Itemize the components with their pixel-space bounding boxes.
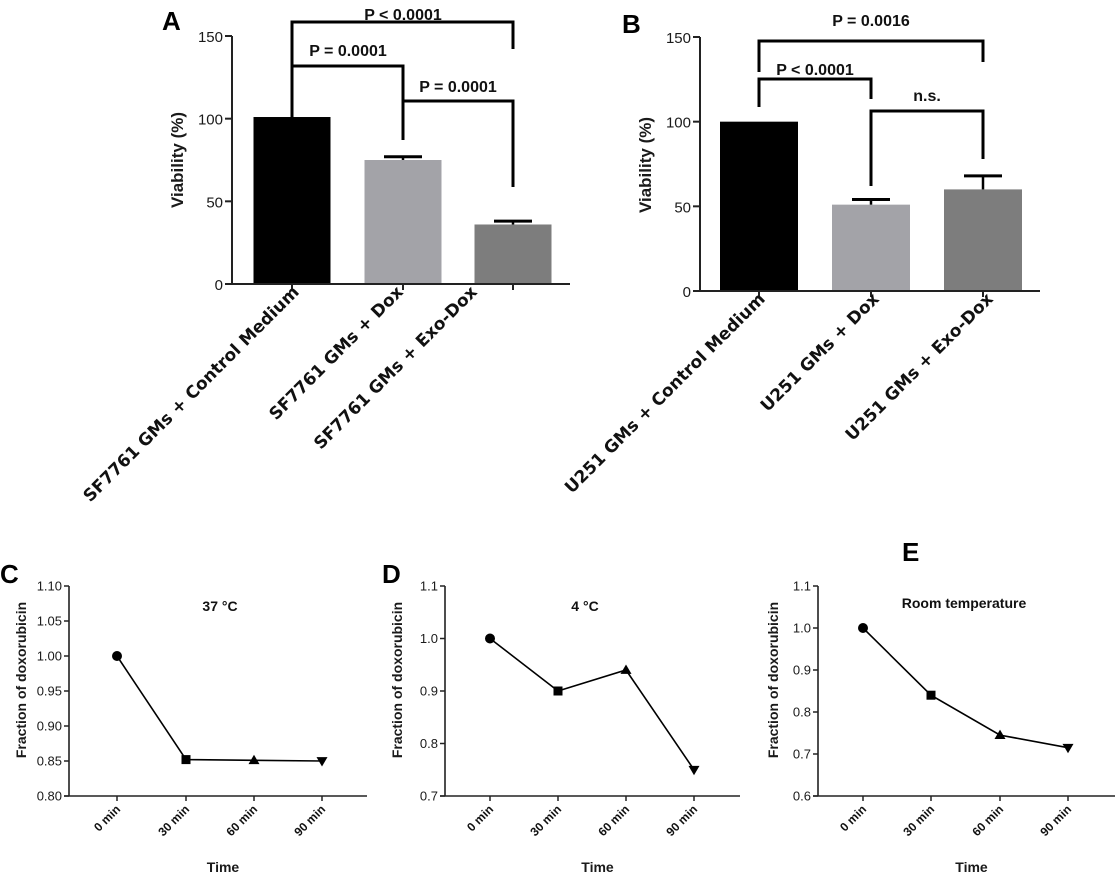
marker-triangle-up (994, 729, 1006, 739)
x-category-label: U251 GMs + Dox (757, 289, 884, 416)
plot-title: 4 °C (571, 598, 598, 614)
y-tick-label: 0.9 (793, 663, 811, 678)
significance-label: n.s. (913, 88, 941, 105)
significance-label: P = 0.0001 (309, 43, 387, 60)
y-axis-title: Viability (%) (636, 117, 655, 213)
y-tick-label: 0.9 (420, 684, 438, 699)
significance-bracket (757, 39, 985, 72)
marker-square (926, 690, 936, 700)
y-tick-label: 1.05 (37, 614, 62, 629)
marker-triangle-up (620, 664, 632, 674)
y-tick-label: 100 (198, 112, 223, 129)
y-tick-label: 1.1 (793, 579, 811, 594)
marker-triangle-down (316, 757, 328, 767)
x-category-label: U251 GMs + Control Medium (561, 289, 769, 497)
y-tick-label: 0.85 (37, 754, 62, 769)
y-tick-label: 0.8 (793, 705, 811, 720)
marker-circle (858, 623, 868, 633)
bar-3 (474, 224, 552, 284)
y-tick-label: 100 (666, 115, 691, 132)
panel-d-line-chart: 0.7 0.8 0.9 1.0 1.1 0 min 30 min 60 min 90 min 4 … (389, 579, 740, 875)
panel-e-line-chart: 0.6 0.7 0.8 0.9 1.0 1.1 0 min 30 min 60 min 90 mi… (765, 579, 1115, 875)
x-tick-label: 90 min (663, 802, 700, 839)
bar-3 (944, 189, 1022, 291)
marker-square (553, 686, 563, 696)
y-tick-label: 50 (206, 194, 223, 211)
y-tick-label: 0.7 (793, 747, 811, 762)
y-axis-title: Viability (%) (168, 112, 187, 208)
marker-triangle-down (1062, 743, 1074, 754)
y-tick-label: 0 (683, 284, 691, 301)
x-axis-title: Time (581, 859, 614, 875)
series-line (489, 637, 695, 771)
bar-2 (364, 160, 442, 284)
x-tick-label: 90 min (291, 802, 328, 839)
marker-circle (485, 633, 495, 644)
panel-b-bar-chart: 0 50 100 150 Viability (%) U251 GMs + Control… (561, 13, 1040, 498)
x-category-label: SF7761 GMs + Control Medium (80, 282, 304, 506)
x-tick-label: 0 min (837, 802, 869, 834)
y-tick-label: 150 (666, 30, 691, 47)
bar-1 (720, 121, 798, 292)
marker-square (181, 755, 191, 765)
y-tick-label: 50 (674, 199, 691, 216)
significance-bracket (757, 77, 873, 107)
y-tick-label: 0.95 (37, 684, 62, 699)
significance-label: P < 0.0001 (364, 7, 442, 24)
significance-bracket (869, 109, 985, 186)
marker-circle (112, 651, 122, 661)
y-tick-label: 150 (198, 29, 223, 46)
y-tick-label: 0.90 (37, 719, 62, 734)
x-axis-title: Time (955, 859, 988, 875)
y-tick-label: 0 (215, 277, 223, 294)
x-tick-label: 60 min (223, 802, 260, 839)
panel-a-bar-chart: 0 50 100 150 Viability (%) SF7761 GMs + Contr… (80, 7, 570, 506)
y-tick-label: 0.6 (793, 789, 811, 804)
x-axis-title: Time (207, 859, 240, 875)
y-tick-label: 1.0 (420, 631, 438, 646)
x-tick-label: 30 min (527, 802, 564, 839)
y-tick-label: 1.10 (37, 579, 62, 594)
y-axis-title: Fraction of doxorubicin (765, 602, 781, 758)
y-axis-title: Fraction of doxorubicin (389, 602, 405, 758)
y-tick-label: 0.80 (37, 789, 62, 804)
marker-triangle-down (688, 765, 700, 776)
y-tick-label: 0.8 (420, 736, 438, 751)
significance-bracket (401, 99, 515, 187)
significance-bracket (290, 20, 515, 110)
series-line (862, 627, 1069, 749)
y-tick-label: 1.00 (37, 649, 62, 664)
y-axis-title: Fraction of doxorubicin (13, 602, 29, 758)
bar-1 (253, 117, 331, 284)
x-tick-label: 0 min (464, 802, 496, 834)
y-tick-label: 1.0 (793, 621, 811, 636)
y-tick-label: 0.7 (420, 789, 438, 804)
significance-label: P < 0.0001 (776, 62, 854, 79)
panel-letter-c: C (0, 559, 19, 589)
series-line (116, 655, 323, 762)
x-tick-label: 0 min (91, 802, 123, 834)
significance-label: P = 0.0001 (419, 79, 497, 96)
panel-letter-d: D (382, 559, 401, 589)
x-tick-label: 60 min (595, 802, 632, 839)
x-tick-label: 60 min (969, 802, 1006, 839)
panel-letter-e: E (902, 537, 919, 567)
panel-letter-b: B (622, 9, 641, 39)
panel-letter-a: A (162, 6, 181, 36)
panel-c-line-chart: 0.80 0.85 0.90 0.95 1.00 1.05 1.10 0 min 30 min 6… (13, 579, 367, 875)
plot-title: Room temperature (902, 595, 1027, 611)
x-tick-label: 30 min (155, 802, 192, 839)
significance-label: P = 0.0016 (832, 13, 910, 30)
plot-title: 37 °C (202, 598, 237, 614)
bar-2 (832, 204, 910, 291)
y-tick-label: 1.1 (420, 579, 438, 594)
x-tick-label: 90 min (1037, 802, 1074, 839)
marker-triangle-up (248, 754, 260, 765)
x-tick-label: 30 min (900, 802, 937, 839)
